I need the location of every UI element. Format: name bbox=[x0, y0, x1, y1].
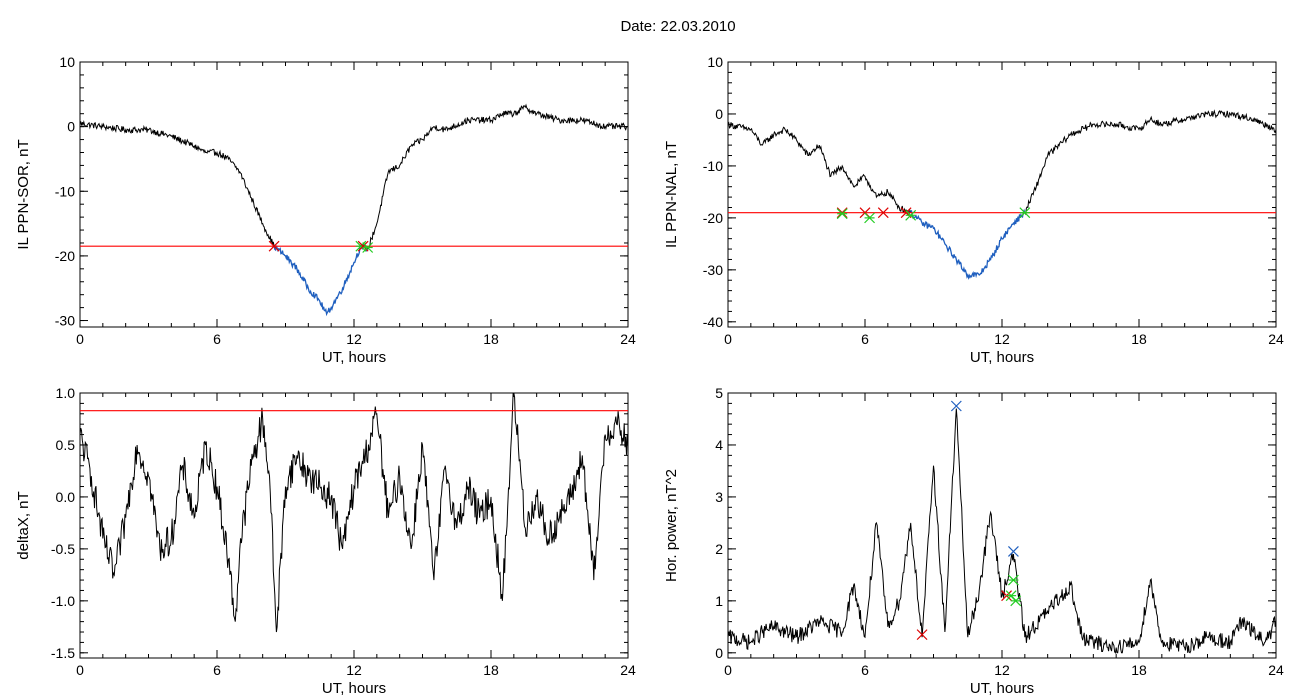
y-axis-label: IL PPN-SOR, nT bbox=[15, 139, 32, 249]
panel-2: 0 6 12 18 24 -40 -30 -20 -10 0 10 UT, hours IL PPN-N… bbox=[663, 54, 1284, 366]
x-tick-label: 6 bbox=[213, 662, 221, 678]
y-tick-label: 0 bbox=[67, 119, 75, 135]
y-tick-label: 10 bbox=[59, 54, 75, 70]
x-tick-label: 0 bbox=[76, 662, 84, 678]
x-tick-label: 6 bbox=[861, 331, 869, 347]
x-tick-label: 24 bbox=[1268, 662, 1284, 678]
y-axis-label: IL PPN-NAL, nT bbox=[663, 141, 680, 248]
x-tick-label: 12 bbox=[346, 331, 362, 347]
x-axis-label: UT, hours bbox=[322, 349, 386, 366]
y-axis-label: Hor. power, nT^2 bbox=[663, 469, 680, 582]
y-tick-label: 0 bbox=[715, 106, 723, 122]
marker-green bbox=[864, 212, 875, 224]
x-tick-label: 18 bbox=[483, 331, 499, 347]
series-line-2 bbox=[910, 208, 1026, 280]
x-tick-label: 6 bbox=[861, 662, 869, 678]
plot-frame bbox=[727, 392, 1277, 659]
y-tick-label: -20 bbox=[703, 210, 723, 226]
x-axis-label: UT, hours bbox=[322, 680, 386, 697]
panel-3: 0 6 12 18 24 -1.5 -1.0 -0.5 0.0 0.5 1.0 UT, hours de… bbox=[15, 385, 636, 697]
panel-1: 0 6 12 18 24 -30 -20 -10 0 10 UT, hours IL PPN-SOR,… bbox=[15, 54, 636, 366]
x-axis-label: UT, hours bbox=[970, 349, 1034, 366]
y-tick-label: -40 bbox=[703, 314, 723, 330]
y-tick-label: 5 bbox=[715, 385, 723, 401]
series-line-1 bbox=[728, 121, 912, 215]
marker-red bbox=[268, 240, 280, 252]
marker-green bbox=[905, 209, 917, 221]
y-tick-label: -10 bbox=[703, 158, 723, 174]
x-tick-label: 24 bbox=[620, 331, 636, 347]
x-tick-label: 18 bbox=[483, 662, 499, 678]
y-tick-label: -10 bbox=[55, 183, 75, 199]
marker-green bbox=[836, 208, 848, 220]
y-tick-label: 1 bbox=[715, 593, 723, 609]
marker-green bbox=[355, 240, 367, 252]
y-tick-label: 1.0 bbox=[56, 385, 76, 401]
y-tick-label: 3 bbox=[715, 489, 723, 505]
marker-green bbox=[362, 242, 374, 253]
x-tick-label: 12 bbox=[994, 662, 1010, 678]
series-line-3 bbox=[1024, 109, 1276, 216]
marker-red bbox=[916, 629, 928, 641]
y-tick-label: 0 bbox=[715, 645, 723, 661]
marker-green bbox=[1010, 595, 1022, 607]
figure-title: Date: 22.03.2010 bbox=[620, 18, 736, 35]
y-axis-label: deltaX, nT bbox=[15, 491, 32, 559]
y-tick-label: 10 bbox=[707, 54, 723, 70]
y-tick-label: -30 bbox=[703, 262, 723, 278]
y-tick-label: -0.5 bbox=[51, 541, 75, 557]
x-axis-label: UT, hours bbox=[970, 680, 1034, 697]
series-line-3 bbox=[367, 103, 628, 250]
series-line-1 bbox=[728, 408, 1276, 655]
y-tick-label: -1.0 bbox=[51, 593, 75, 609]
series-line-2 bbox=[273, 243, 369, 317]
x-tick-label: 0 bbox=[724, 662, 732, 678]
marker-red bbox=[836, 207, 848, 219]
series-line-1 bbox=[80, 393, 628, 633]
x-tick-label: 12 bbox=[346, 662, 362, 678]
x-tick-label: 18 bbox=[1131, 331, 1147, 347]
x-tick-label: 12 bbox=[994, 331, 1010, 347]
y-tick-label: -20 bbox=[55, 248, 75, 264]
x-tick-label: 24 bbox=[620, 662, 636, 678]
x-tick-label: 0 bbox=[76, 331, 84, 347]
marker-blue bbox=[950, 400, 962, 412]
x-tick-label: 6 bbox=[213, 331, 221, 347]
marker-green bbox=[1019, 207, 1031, 219]
y-tick-label: 0.0 bbox=[56, 489, 76, 505]
y-tick-label: -30 bbox=[55, 313, 75, 329]
marker-green bbox=[1007, 574, 1019, 586]
plot-frame bbox=[79, 61, 629, 328]
y-tick-label: 2 bbox=[715, 541, 723, 557]
y-tick-label: 4 bbox=[715, 437, 723, 453]
y-tick-label: -1.5 bbox=[51, 645, 75, 661]
plot-frame bbox=[727, 61, 1277, 328]
marker-blue bbox=[1007, 546, 1019, 557]
y-tick-label: 0.5 bbox=[56, 437, 76, 453]
x-tick-label: 18 bbox=[1131, 662, 1147, 678]
marker-red bbox=[877, 207, 889, 219]
x-tick-label: 24 bbox=[1268, 331, 1284, 347]
x-tick-label: 0 bbox=[724, 331, 732, 347]
series-line-1 bbox=[80, 120, 275, 247]
plot-frame bbox=[79, 392, 629, 659]
